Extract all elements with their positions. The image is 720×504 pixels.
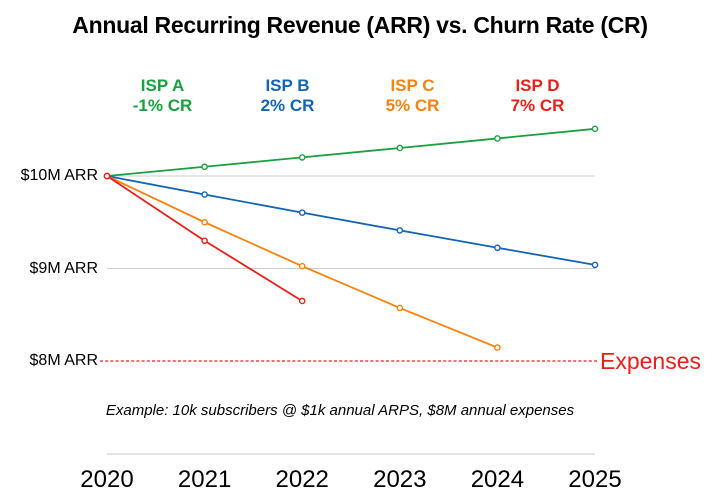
x-tick-2022: 2022 (275, 466, 329, 493)
series-line-isp-b (106, 175, 596, 266)
x-tick-2024: 2024 (470, 466, 525, 493)
data-point-isp-a (396, 144, 404, 152)
data-point-isp-a (494, 135, 501, 142)
legend-series-churn: 7% CR (510, 96, 565, 115)
series-line-isp-a (106, 127, 596, 177)
data-point-isp-c (494, 344, 501, 351)
legend-series-churn: -1% CR (132, 96, 193, 115)
chart-legend: ISP A -1% CR ISP B 2% CR ISP C 5% CR ISP… (100, 76, 600, 116)
data-point-isp-c (201, 218, 208, 226)
data-point-isp-b (396, 227, 404, 234)
data-point-isp-d (201, 237, 208, 245)
data-point-isp-d (298, 297, 306, 305)
data-point-isp-c (298, 262, 306, 270)
series-line-isp-c (106, 175, 498, 349)
data-point-isp-b (591, 261, 599, 269)
x-tick-2020: 2020 (80, 466, 134, 493)
legend-item-isp-c: ISP C 5% CR (350, 76, 475, 116)
legend-series-name: ISP A (140, 76, 185, 95)
x-tick-2021: 2021 (177, 466, 232, 493)
data-point-isp-c (396, 304, 404, 312)
data-point-isp-b (201, 191, 208, 198)
data-point-isp-a (298, 154, 306, 161)
y-tick-label-9m: $9M ARR (29, 260, 98, 277)
legend-item-isp-a: ISP A -1% CR (100, 76, 225, 116)
data-point-isp-a (201, 163, 208, 171)
legend-series-name: ISP C (390, 76, 435, 95)
x-axis: 2020 2021 2022 2023 2024 2025 (0, 466, 720, 494)
x-tick-2023: 2023 (373, 466, 427, 493)
legend-item-isp-b: ISP B 2% CR (225, 76, 350, 116)
data-point-isp-d (103, 172, 111, 180)
legend-series-name: ISP D (515, 76, 560, 95)
y-tick-label-10m: $10M ARR (20, 167, 98, 184)
legend-item-isp-d: ISP D 7% CR (475, 76, 600, 116)
chart-title: Annual Recurring Revenue (ARR) vs. Churn… (72, 12, 648, 38)
example-note: Example: 10k subscribers @ $1k annual AR… (105, 402, 575, 419)
data-point-isp-b (494, 244, 501, 252)
data-point-isp-b (298, 209, 306, 216)
data-point-isp-a (591, 125, 599, 133)
expenses-label: Expenses (600, 348, 702, 374)
y-tick-label-8m: $8M ARR (29, 352, 98, 369)
legend-series-churn: 2% CR (260, 96, 315, 115)
legend-series-churn: 5% CR (385, 96, 440, 115)
x-tick-2025: 2025 (568, 466, 622, 493)
legend-series-name: ISP B (265, 76, 310, 95)
